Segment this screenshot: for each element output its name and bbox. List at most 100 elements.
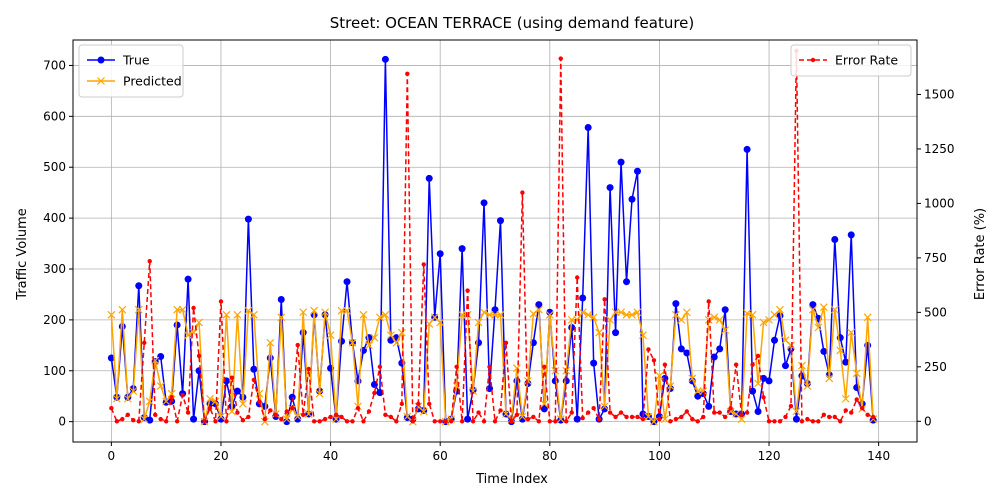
data-point: [338, 337, 346, 345]
data-point: [339, 414, 344, 420]
data-point: [326, 331, 335, 340]
data-point: [600, 402, 609, 411]
data-point: [706, 299, 711, 304]
data-point: [865, 412, 870, 417]
data-point: [547, 419, 553, 424]
data-point: [523, 377, 532, 385]
data-point: [322, 416, 328, 422]
data-point: [679, 414, 684, 420]
data-point: [591, 406, 596, 411]
data-point: [191, 305, 196, 311]
data-point: [640, 416, 646, 422]
data-point: [701, 414, 706, 420]
data-point: [754, 407, 762, 415]
data-point: [651, 358, 657, 363]
data-point: [244, 306, 253, 315]
series-line: [110, 50, 874, 423]
data-point: [799, 419, 805, 424]
data-point: [496, 217, 504, 225]
data-point: [134, 305, 143, 314]
data-point: [343, 278, 351, 286]
data-point: [145, 397, 154, 406]
data-point: [624, 414, 629, 420]
data-point: [157, 353, 165, 361]
legend-box: [78, 44, 184, 98]
data-point: [317, 419, 322, 424]
data-point: [365, 341, 373, 350]
y-tick-label: 200: [43, 313, 66, 327]
data-point: [750, 362, 755, 367]
data-point: [463, 310, 472, 319]
data-point: [682, 308, 691, 317]
legend-left: True Predicted: [78, 44, 184, 98]
data-point: [361, 419, 366, 424]
data-point: [196, 353, 202, 359]
data-point: [623, 278, 631, 286]
data-point: [520, 190, 525, 195]
y-axis: 0 100 200 300 400 500 600 700: [43, 58, 73, 429]
data-point: [633, 167, 641, 175]
y2-tick-label: 750: [924, 251, 947, 265]
data-point: [294, 415, 302, 423]
data-point: [142, 340, 147, 346]
data-point: [695, 419, 700, 424]
data-point: [436, 318, 445, 327]
data-point: [683, 349, 691, 357]
data-point: [805, 416, 810, 422]
data-point: [612, 329, 620, 337]
data-point: [859, 406, 865, 411]
data-point: [388, 414, 394, 420]
data-point: [535, 301, 543, 309]
data-point: [397, 328, 406, 337]
data-point: [677, 315, 686, 324]
data-point: [481, 419, 487, 424]
data-point: [118, 322, 126, 330]
data-point: [710, 353, 718, 361]
data-point: [759, 318, 768, 327]
data-point: [534, 305, 543, 314]
data-point: [809, 301, 817, 309]
data-point: [436, 250, 444, 258]
x-tick-label: 0: [108, 449, 116, 463]
y2-tick-label: 1000: [924, 196, 955, 210]
data-point: [283, 418, 291, 426]
data-point: [228, 407, 236, 416]
data-point: [114, 419, 120, 424]
data-point: [213, 419, 218, 424]
data-point: [125, 412, 131, 417]
data-point: [222, 310, 231, 319]
y2-axis-label: Error Rate (%): [973, 208, 988, 300]
data-point: [295, 342, 300, 348]
y2-tick-label: 0: [924, 414, 932, 428]
data-point: [776, 305, 784, 314]
data-point: [838, 419, 843, 424]
data-point: [366, 409, 372, 414]
data-point: [464, 415, 472, 423]
data-point: [660, 415, 669, 424]
data-point: [383, 412, 388, 417]
data-point: [131, 418, 136, 423]
data-point: [584, 124, 592, 132]
data-point: [184, 331, 193, 340]
data-point: [410, 419, 415, 424]
data-point: [123, 394, 132, 403]
data-point: [712, 410, 717, 415]
x-tick-label: 140: [867, 449, 890, 463]
data-point: [613, 414, 618, 420]
data-point: [737, 415, 746, 424]
data-point: [808, 305, 817, 314]
data-point: [726, 407, 735, 416]
data-point: [381, 310, 390, 319]
data-point: [112, 394, 121, 403]
data-point: [749, 387, 757, 395]
data-point: [135, 282, 143, 290]
data-point: [277, 313, 286, 322]
data-point: [180, 392, 185, 398]
data-point: [140, 415, 149, 424]
data-point: [279, 416, 284, 422]
data-point: [607, 410, 613, 415]
data-point: [684, 409, 690, 414]
data-point: [359, 310, 368, 319]
data-point: [870, 414, 876, 420]
